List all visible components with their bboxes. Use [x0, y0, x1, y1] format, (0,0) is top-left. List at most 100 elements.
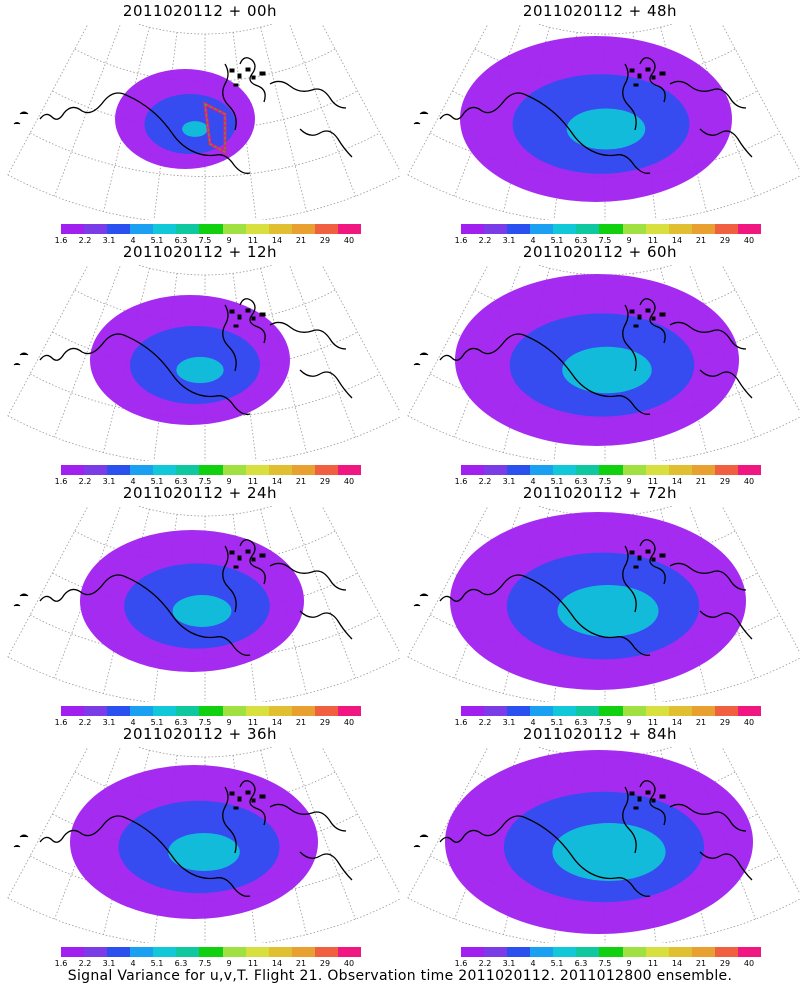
colorbar-label: 9: [226, 718, 232, 727]
colorbar: [61, 465, 362, 475]
colorbar-swatch: [484, 947, 508, 957]
colorbar-label: 6.3: [174, 959, 188, 968]
coastline: [39, 539, 353, 656]
colorbar-label: 3.1: [502, 959, 516, 968]
panel-title: 2011020112 + 84h: [522, 725, 678, 743]
colorbar-label: 29: [719, 477, 731, 486]
colorbar-swatch: [84, 224, 108, 234]
meridian-gridline: [721, 24, 800, 172]
colorbar-label: 6.3: [174, 236, 188, 245]
colorbar-swatch: [61, 224, 85, 234]
colorbar: [61, 947, 362, 957]
coastline: [439, 539, 753, 656]
islands: [13, 549, 266, 607]
colorbar-label: 6.3: [574, 477, 588, 486]
panel-title: 2011020112 + 00h: [122, 2, 278, 20]
colorbar-label: 1.6: [54, 477, 68, 486]
latitude-gridline: [7, 415, 400, 461]
colorbar-label: 5.1: [150, 718, 164, 727]
colorbar-swatch: [84, 465, 108, 475]
colorbar-swatch: [245, 947, 270, 957]
colorbar-label: 1.6: [54, 718, 68, 727]
colorbar-label: 4: [130, 477, 136, 486]
latitude-gridline: [536, 265, 674, 276]
colorbar-swatch: [530, 947, 554, 957]
colorbar-label: 2.2: [478, 477, 492, 486]
colorbar-swatch: [645, 224, 670, 234]
colorbar-swatch: [268, 706, 293, 716]
meridian-gridline: [289, 265, 356, 438]
colorbar-label: 2.2: [78, 718, 92, 727]
colorbar-swatch: [222, 706, 247, 716]
meridian-gridline: [407, 506, 489, 658]
latitude-gridline: [407, 415, 800, 461]
colorbar-swatch: [668, 947, 693, 957]
colorbar-swatch: [291, 224, 316, 234]
latitude-gridline: [74, 530, 336, 564]
colorbar-swatch: [337, 465, 362, 475]
colorbar-label: 6.3: [574, 959, 588, 968]
colorbar-swatch: [553, 947, 577, 957]
colorbar-label: 5.1: [150, 959, 164, 968]
islands: [13, 790, 266, 848]
colorbar-swatch: [314, 465, 339, 475]
colorbar-label: 7.5: [198, 236, 212, 245]
map-panel: 2011020112 + 60h 1.6 2.2 3.1 4 5.1 6.3 7.5 9 11 14…: [400, 243, 800, 486]
map-panel: 2011020112 + 12h 1.6 2.2 3.1 4 5.1 6.3 7.5 9 11 14…: [0, 243, 400, 486]
colorbar-label: 40: [743, 718, 755, 727]
colorbar-label: 2.2: [478, 959, 492, 968]
colorbar-swatch: [576, 706, 600, 716]
colorbar-swatch: [222, 224, 247, 234]
colorbar-swatch: [199, 947, 224, 957]
colorbar-swatch: [222, 947, 247, 957]
colorbar-swatch: [530, 224, 554, 234]
colorbar-swatch: [576, 465, 600, 475]
colorbar-label: 11: [647, 477, 659, 486]
colorbar-swatch: [291, 465, 316, 475]
colorbar-swatch: [176, 947, 200, 957]
colorbar-swatch: [507, 706, 531, 716]
coastline: [39, 780, 353, 897]
colorbar-swatch: [484, 224, 508, 234]
polar-map: [407, 265, 800, 461]
colorbar-label: 40: [343, 477, 355, 486]
latitude-gridline: [7, 656, 400, 702]
colorbar-label: 9: [626, 718, 632, 727]
colorbar-swatch: [484, 706, 508, 716]
colorbar-label: 40: [743, 477, 755, 486]
polar-map: [407, 747, 800, 943]
colorbar-label: 3.1: [502, 477, 516, 486]
coastline: [439, 780, 753, 897]
colorbar-swatch: [61, 465, 85, 475]
colorbar-swatch: [691, 465, 716, 475]
colorbar-label: 14: [271, 959, 283, 968]
colorbar-swatch: [691, 706, 716, 716]
colorbar-swatch: [668, 465, 693, 475]
islands: [13, 67, 266, 125]
colorbar-swatch: [484, 465, 508, 475]
variance-field-core: [172, 595, 232, 627]
colorbar-label: 21: [695, 477, 707, 486]
colorbar-swatch: [461, 706, 485, 716]
colorbar-label: 3.1: [102, 718, 116, 727]
islands: [413, 308, 666, 366]
coastline: [39, 298, 353, 415]
meridian-gridline: [7, 24, 89, 176]
latitude-gridline: [136, 24, 274, 35]
colorbar-swatch: [130, 224, 154, 234]
colorbar-swatch: [737, 224, 762, 234]
colorbar-label: 7.5: [198, 959, 212, 968]
meridian-gridline: [7, 265, 89, 417]
map-panel: 2011020112 + 36h 1.6 2.2 3.1 4 5.1 6.3 7.5 9 11 14…: [0, 725, 400, 968]
colorbar-swatch: [61, 706, 85, 716]
meridian-gridline: [721, 747, 800, 895]
colorbar-label: 4: [130, 718, 136, 727]
colorbar-swatch: [245, 224, 270, 234]
colorbar-label: 9: [226, 477, 232, 486]
colorbar-label: 3.1: [102, 236, 116, 245]
colorbar-label: 40: [343, 959, 355, 968]
colorbar-swatch: [714, 947, 739, 957]
colorbar-swatch: [222, 465, 247, 475]
colorbar-swatch: [622, 224, 647, 234]
